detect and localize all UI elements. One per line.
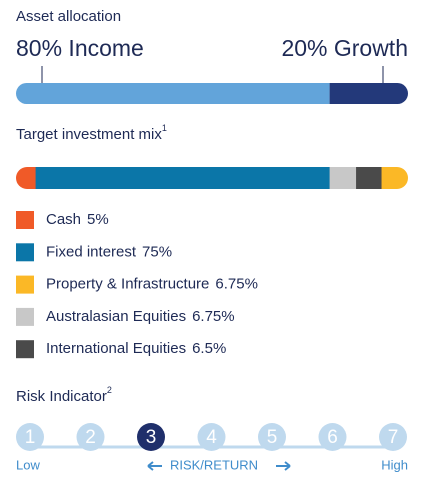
value-label: 20% Growth <box>281 35 408 61</box>
low-label: Low <box>16 457 40 472</box>
risk-level-label: 2 <box>85 427 96 448</box>
risk-level-label: 6 <box>327 427 338 448</box>
legend-swatch <box>16 340 34 359</box>
bar-segment <box>329 83 408 104</box>
bar-segment <box>16 167 37 189</box>
high-label: High <box>381 457 408 472</box>
legend-label: Fixed interest 75% <box>46 243 172 260</box>
legend-label: Australasian Equities 6.75% <box>46 308 235 325</box>
bar-segment <box>356 167 383 189</box>
risk-level-label: 7 <box>388 427 399 448</box>
risk-level <box>76 423 105 451</box>
risk-level-label: 1 <box>25 427 36 448</box>
bar-segment <box>16 83 330 104</box>
legend-name: Australasian Equities <box>46 308 186 325</box>
arrow-right <box>276 461 291 471</box>
risk-level <box>258 423 286 451</box>
risk-level-label: 3 <box>146 427 157 448</box>
risk-level <box>16 423 44 451</box>
risk-title-text: Risk Indicator <box>16 388 107 405</box>
title: Asset allocation <box>16 8 121 25</box>
risk-level <box>379 423 407 451</box>
bar-segment <box>35 167 331 189</box>
risk-level <box>318 423 347 451</box>
arrow-left <box>147 461 162 471</box>
legend-label: Cash 5% <box>46 211 109 228</box>
legend-value: 5% <box>87 211 109 228</box>
mix-bar <box>16 167 408 189</box>
bar-segment <box>329 167 357 189</box>
legend-value: 75% <box>142 243 172 260</box>
legend-swatch <box>16 243 34 262</box>
bar-segment <box>381 167 408 189</box>
risk-level-label: 4 <box>206 427 217 448</box>
legend-name: Fixed interest <box>46 243 137 260</box>
legend-value: 6.75% <box>192 308 235 325</box>
legend-value: 6.5% <box>192 340 226 357</box>
footnote: 1 <box>162 123 167 133</box>
axis-label: RISK/RETURN <box>170 457 258 472</box>
mix-title-text: Target investment mix <box>16 126 162 143</box>
legend-value: 6.75% <box>215 276 258 293</box>
risk-level <box>197 423 226 451</box>
legend-name: Property & Infrastructure <box>46 276 209 293</box>
legend-name: International Equities <box>46 340 186 357</box>
risk-title: Risk Indicator2 <box>16 385 112 405</box>
legend-swatch <box>16 307 34 326</box>
footnote: 2 <box>107 385 112 395</box>
mix-title: Target investment mix1 <box>16 123 167 143</box>
legend-label: International Equities 6.5% <box>46 340 226 357</box>
legend-swatch <box>16 211 34 229</box>
legend-name: Cash <box>46 211 81 228</box>
risk-level-label: 5 <box>267 427 278 448</box>
risk-level <box>137 423 165 451</box>
legend-label: Property & Infrastructure 6.75% <box>46 276 258 293</box>
legend-swatch <box>16 275 34 294</box>
value-label: 80% Income <box>16 35 144 61</box>
allocation-bar <box>16 83 408 104</box>
